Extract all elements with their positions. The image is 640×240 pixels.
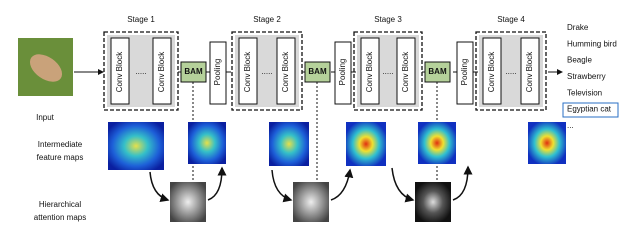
conv-block [396,37,416,105]
output-class: Drake [567,23,589,32]
pooling-label: Pooling [338,59,347,86]
feature-map [528,122,566,164]
feature-map [269,122,309,166]
bam-block [304,61,331,83]
input-label: Input [36,113,55,122]
conv-block-label: Conv Block [365,51,374,92]
attention-map [293,182,329,222]
feature-map [188,122,226,164]
pooling-label: Pooling [460,59,469,86]
conv-block [152,37,172,105]
attention-map [170,182,206,222]
pooling-block [334,41,352,105]
pooling-block [209,41,227,105]
conv-block-label: Conv Block [157,51,166,92]
conv-block [482,37,502,105]
pooling-block [456,41,474,105]
conv-block [276,37,296,105]
stage-title: Stage 3 [374,15,402,24]
pooling-label: Pooling [213,59,222,86]
output-class: Television [567,88,602,97]
stage-title: Stage 4 [497,15,525,24]
row-label: attention maps [34,213,86,222]
row-label: feature maps [37,153,84,162]
bam-label: BAM [184,67,203,76]
bam-block [424,61,451,83]
conv-block [238,37,258,105]
stage-box [353,31,423,111]
conv-block-label: Conv Block [525,51,534,92]
bam-label: BAM [308,67,327,76]
output-class: Strawberry [567,72,606,81]
conv-block [360,37,380,105]
input-subject [29,54,63,82]
row-label: Hierarchical [39,200,81,209]
stage-title: Stage 2 [253,15,281,24]
output-class: Egyptian cat [567,105,612,114]
output-class: ... [567,121,574,130]
conv-block-label: Conv Block [487,51,496,92]
output-class: Beagle [567,56,592,65]
conv-block-label: Conv Block [115,51,124,92]
ellipsis: ..... [135,67,146,76]
attention-map [415,182,451,222]
flow-arrows [149,165,473,203]
ellipsis: ..... [382,67,393,76]
stage-box [103,31,179,111]
conv-block [110,37,130,105]
diagram: Input Stage 1 Conv Block Conv Block..... St… [18,15,619,222]
conv-block-label: Conv Block [281,51,290,92]
output-highlight [562,102,619,118]
ellipsis: ..... [505,67,516,76]
stage-box [475,31,547,111]
conv-block [520,37,540,105]
row-label: Intermediate [38,140,83,149]
output-class: Humming bird [567,39,617,48]
feature-map [108,122,164,170]
conv-block-label: Conv Block [401,51,410,92]
ellipsis: ..... [261,67,272,76]
stage-box [231,31,303,111]
conv-block-label: Conv Block [243,51,252,92]
feature-map [418,122,456,164]
feature-map [346,122,386,166]
stage-title: Stage 1 [127,15,155,24]
bam-label: BAM [428,67,447,76]
